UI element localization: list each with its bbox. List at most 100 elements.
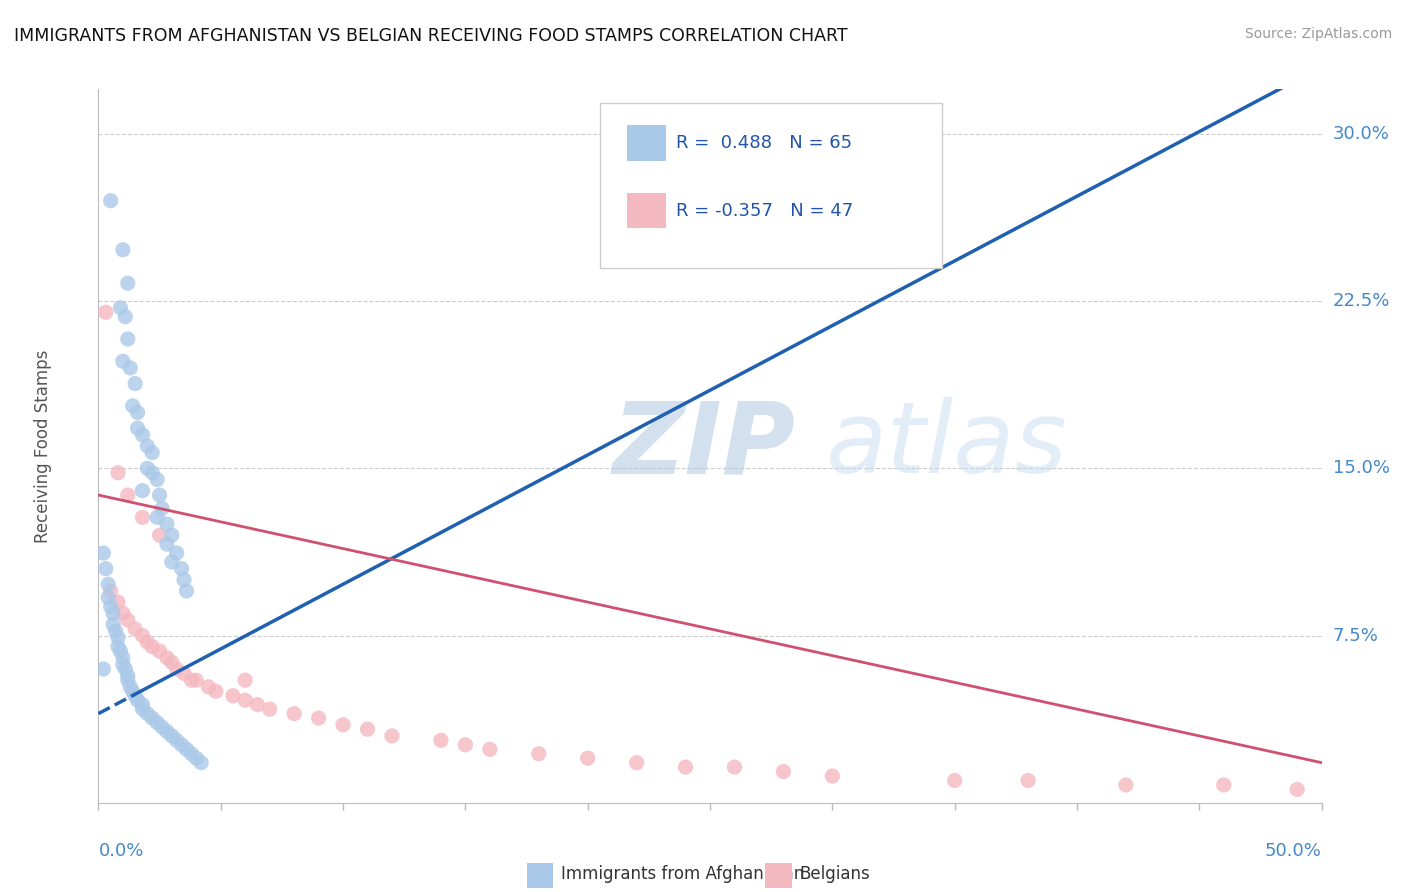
Point [173, 666, 195, 681]
Point [943, 773, 966, 788]
Point [141, 446, 163, 460]
Point [626, 756, 648, 770]
Point [160, 528, 183, 542]
Point [131, 427, 153, 442]
Point [156, 537, 179, 551]
Point [186, 751, 208, 765]
Point [675, 760, 697, 774]
Text: 50.0%: 50.0% [1265, 842, 1322, 860]
Point [131, 510, 153, 524]
Point [91, 662, 114, 676]
Point [149, 644, 172, 658]
Point [107, 595, 129, 609]
Point [149, 488, 172, 502]
Point [156, 517, 179, 532]
Point [101, 607, 124, 621]
Point [176, 583, 198, 598]
Text: 15.0%: 15.0% [1333, 459, 1389, 477]
Point [381, 729, 404, 743]
Point [107, 631, 129, 645]
Point [190, 756, 212, 770]
Point [186, 673, 208, 687]
Point [160, 655, 183, 669]
Point [117, 673, 139, 687]
Point [114, 662, 136, 676]
Text: Receiving Food Stamps: Receiving Food Stamps [34, 350, 52, 542]
Point [170, 562, 193, 576]
Point [120, 360, 142, 375]
Bar [526, 863, 554, 888]
Point [131, 698, 153, 712]
Point [131, 702, 153, 716]
Point [233, 673, 256, 687]
Point [772, 764, 794, 779]
Point [1212, 778, 1234, 792]
Point [259, 702, 281, 716]
Text: 22.5%: 22.5% [1333, 292, 1391, 310]
Point [149, 528, 172, 542]
Point [454, 738, 477, 752]
Point [120, 680, 142, 694]
Point [166, 546, 188, 560]
Text: 0.0%: 0.0% [98, 842, 143, 860]
Point [156, 724, 179, 739]
Point [356, 723, 378, 737]
Point [91, 546, 114, 560]
Point [527, 747, 550, 761]
Point [111, 607, 134, 621]
Point [121, 399, 143, 413]
Point [117, 332, 139, 346]
Point [100, 583, 122, 598]
Text: Immigrants from Afghanistan: Immigrants from Afghanistan [561, 865, 804, 883]
FancyBboxPatch shape [600, 103, 942, 268]
Point [150, 501, 173, 516]
Point [246, 698, 269, 712]
Point [1115, 778, 1137, 792]
Point [121, 684, 143, 698]
Text: Belgians: Belgians [800, 865, 870, 883]
Text: atlas: atlas [827, 398, 1069, 494]
Point [107, 640, 129, 654]
Point [100, 194, 122, 208]
Point [180, 747, 202, 761]
Point [110, 301, 132, 315]
Text: R =  0.488   N = 65: R = 0.488 N = 65 [676, 134, 852, 152]
Point [94, 562, 117, 576]
Point [156, 651, 179, 665]
Point [117, 276, 139, 290]
Point [97, 577, 120, 591]
Point [166, 733, 188, 747]
Point [150, 720, 173, 734]
Point [146, 510, 169, 524]
Point [821, 769, 844, 783]
Point [136, 706, 159, 721]
Point [141, 711, 163, 725]
Bar [627, 125, 666, 161]
Point [111, 657, 134, 672]
Point [146, 715, 169, 730]
Text: R = -0.357   N = 47: R = -0.357 N = 47 [676, 202, 853, 219]
Point [117, 613, 139, 627]
Point [101, 617, 124, 632]
Point [124, 376, 146, 391]
Point [131, 483, 153, 498]
Point [136, 439, 159, 453]
Point [124, 689, 146, 703]
Point [576, 751, 599, 765]
Point [170, 738, 193, 752]
Point [1017, 773, 1039, 788]
Point [111, 243, 134, 257]
Bar [765, 863, 792, 888]
Point [111, 354, 134, 368]
Point [332, 717, 354, 731]
Point [205, 684, 228, 698]
Point [117, 669, 139, 683]
Point [141, 466, 163, 480]
Point [173, 573, 195, 587]
Point [127, 421, 149, 435]
Point [180, 673, 202, 687]
Point [160, 555, 183, 569]
Point [141, 640, 163, 654]
Point [100, 599, 122, 614]
Point [160, 729, 183, 743]
